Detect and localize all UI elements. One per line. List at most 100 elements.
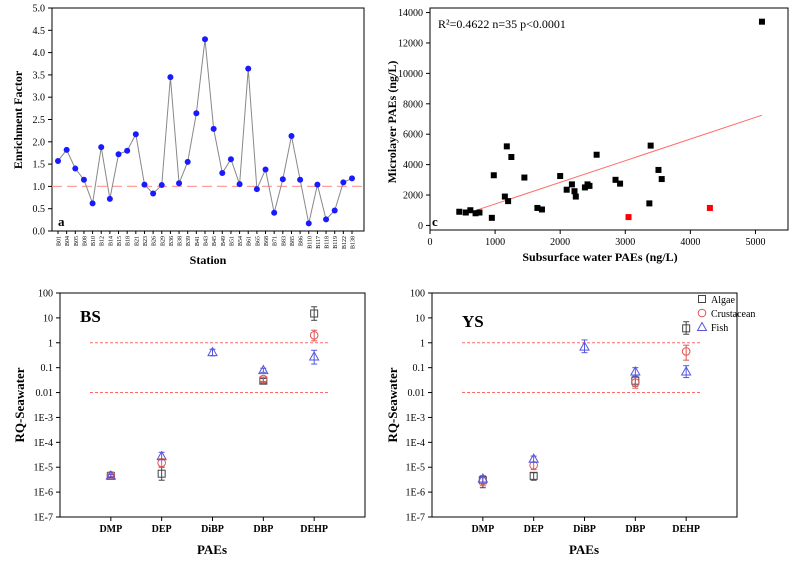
- panel-a-xtick-label: B65: [255, 236, 261, 246]
- panel-a-frame: [51, 7, 365, 232]
- panel-c-xtick-label: 0: [428, 237, 433, 248]
- panel-a-xtick-label: B51: [229, 236, 235, 246]
- legend-marker-crustacean: [697, 308, 707, 318]
- panel-a-data-point: [167, 74, 174, 81]
- panel-c-data-point: [462, 209, 469, 216]
- panel-a-xtick-label: B85: [290, 236, 296, 246]
- panel-bs-ytick-label: 0.01: [36, 388, 54, 399]
- panel-a-xtick-label: B41: [195, 236, 201, 246]
- panel-c-ytick-label: 12000: [398, 38, 423, 49]
- panel-a-xtick-label: B118: [325, 236, 331, 249]
- panel-a-ytick-label: 4.0: [33, 48, 46, 59]
- panel-a-data-point: [106, 195, 113, 202]
- panel-c-data-point: [617, 180, 624, 187]
- panel-c-ytick-label: 14000: [398, 8, 423, 19]
- panel-bs-ytick-label: 100: [38, 289, 53, 300]
- panel-c-data-point: [571, 188, 578, 195]
- panel-c-ytick-label: 6000: [403, 130, 423, 141]
- panel-a-ytick-label: 2.0: [33, 137, 46, 148]
- panel-ys-risk-quotient: 1E-7 1E-6 1E-5 1E-4 1E-3 0.01 0.1 1 10 100 DMP DEP D…: [385, 289, 755, 558]
- panel-a-data-point: [323, 216, 330, 223]
- panel-a-data-point: [124, 147, 131, 154]
- panel-a-xtick-label: B49: [221, 236, 227, 246]
- panel-a-ytick-label: 0.5: [33, 204, 46, 215]
- panel-c-label: c: [432, 214, 438, 229]
- panel-a-ytick-label: 0.0: [33, 227, 46, 238]
- panel-bs-xtick-label: DBP: [253, 524, 273, 535]
- panel-ys-xlabel: PAEs: [569, 542, 599, 557]
- panel-a-data-point: [63, 146, 70, 153]
- panel-ys-xtick-label: DEP: [524, 524, 544, 535]
- panel-ys-label: YS: [462, 312, 484, 331]
- panel-bs-xtick-label: DMP: [99, 524, 122, 535]
- panel-c-xlabel: Subsurface water PAEs (ng/L): [522, 250, 677, 264]
- panel-bs-xtick-label: DiBP: [201, 524, 224, 535]
- panel-c-xtick-label: 5000: [745, 237, 765, 248]
- panel-c-xtick-label: 3000: [615, 237, 635, 248]
- panel-a-xtick-label: B05: [74, 236, 80, 246]
- legend-label-algae: Algae: [711, 295, 735, 306]
- panel-bs-marker-crustacean: [259, 374, 268, 384]
- panel-a-xtick-label: B01: [57, 236, 63, 246]
- panel-c-fit-line: [462, 114, 763, 216]
- panel-a-xtick-label: B08: [82, 236, 88, 246]
- panel-ys-ytick-label: 1E-3: [406, 413, 425, 424]
- panel-c-xtick-label: 4000: [680, 237, 700, 248]
- panel-a-data-point: [132, 131, 139, 138]
- panel-a-ytick-label: 4.5: [33, 26, 46, 37]
- panel-c-data-point: [501, 193, 508, 200]
- panel-c-data-point: [646, 200, 653, 207]
- panel-ys-ytick-label: 100: [410, 289, 425, 300]
- panel-c-data-point: [467, 207, 474, 214]
- panel-a-data-point: [314, 181, 321, 188]
- panel-a-series-line: [57, 39, 353, 224]
- panel-a-xtick-label: B18: [126, 236, 132, 246]
- panel-a-xtick-label: B86: [299, 236, 305, 246]
- panel-bs-ylabel: RQ-Seawater: [12, 367, 27, 442]
- panel-ys-marker-algae: [529, 471, 538, 480]
- panel-a-xtick-label: B04: [65, 236, 71, 246]
- panel-bs-ytick-label: 1E-5: [34, 463, 53, 474]
- panel-bs-marker-algae: [310, 309, 319, 318]
- panel-bs-ytick-label: 1E-6: [34, 488, 53, 499]
- panel-a-xtick-label: B21: [134, 236, 140, 246]
- panel-c-data-point: [572, 193, 579, 200]
- panel-a-xtick-label: B15: [117, 236, 123, 246]
- panel-a-xtick-label: B54: [238, 236, 244, 246]
- panel-a-data-point: [279, 176, 286, 183]
- panel-bs-ytick-label: 1E-7: [34, 513, 53, 524]
- panel-c-data-point: [472, 210, 479, 217]
- panel-bs-xtick-label: DEP: [152, 524, 172, 535]
- legend: Algae Crustacean Fish: [696, 295, 755, 334]
- panel-ys-marker-crustacean: [631, 378, 640, 387]
- panel-a-xlabel: Station: [190, 253, 227, 267]
- panel-ys-ytick-label: 0.01: [408, 388, 426, 399]
- panel-a-data-point: [271, 209, 278, 216]
- panel-a-data-point: [98, 144, 105, 151]
- panel-ys-xtick-label: DiBP: [573, 524, 596, 535]
- panel-a-xtick-label: B71: [273, 236, 279, 246]
- panel-c-annotation: R²=0.4622 n=35 p<0.0001: [438, 17, 566, 31]
- panel-c-data-point: [586, 182, 593, 189]
- panel-c-scatter: 0 1000 2000 3000 4000 5000 0 2000 4000 6000 8000 10…: [385, 7, 789, 264]
- panel-a-xtick-label: B61: [247, 236, 253, 246]
- panel-a-data-point: [219, 170, 226, 177]
- panel-a-data-point: [55, 157, 61, 164]
- panel-a-xtick-label: B138: [351, 236, 357, 249]
- panel-c-data-point: [534, 204, 541, 211]
- panel-c-data-point: [488, 214, 495, 221]
- panel-bs-xlabel: PAEs: [197, 542, 227, 557]
- panel-bs-label: BS: [80, 307, 101, 326]
- panel-c-data-point: [706, 204, 713, 211]
- panel-a-xtick-label: B83: [281, 236, 287, 246]
- panel-a-xtick-label: B119: [333, 236, 339, 249]
- panel-bs-risk-quotient: 1E-7 1E-6 1E-5 1E-4 1E-3 0.01 0.1 1 10 100 DMP DEP D…: [12, 289, 366, 557]
- panel-bs-xtick-label: DEHP: [300, 524, 328, 535]
- panel-c-ytick-label: 0: [418, 221, 423, 232]
- panel-ys-xtick-label: DEHP: [672, 524, 700, 535]
- panel-a-ytick-label: 2.5: [33, 115, 46, 126]
- panel-c-ytick-label: 8000: [403, 99, 423, 110]
- panel-c-data-point: [490, 172, 497, 179]
- panel-ys-ytick-label: 1E-4: [406, 438, 425, 449]
- panel-bs-ytick-label: 0.1: [41, 363, 54, 374]
